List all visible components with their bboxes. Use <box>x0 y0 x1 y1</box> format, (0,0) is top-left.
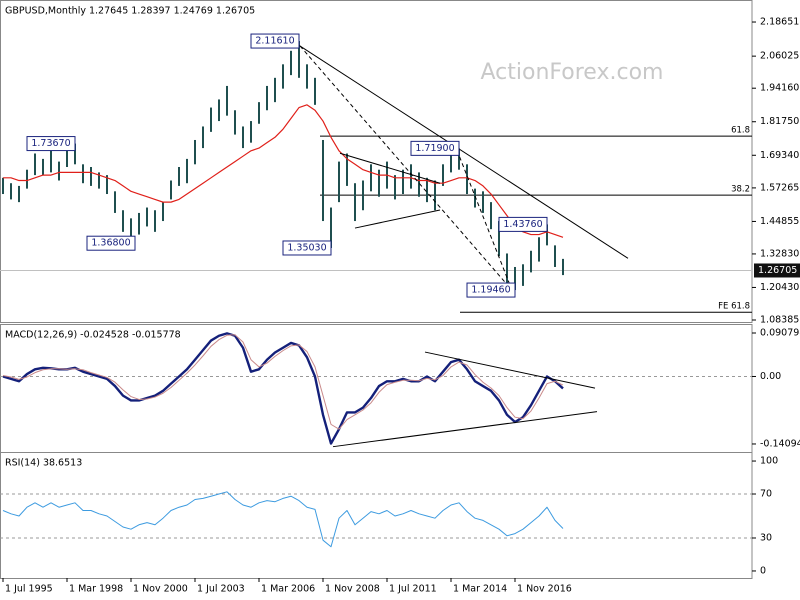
trend-line <box>424 351 596 389</box>
x-tick-label: 1 Jul 2011 <box>389 584 437 595</box>
annotation-label: 1.71900 <box>415 143 454 154</box>
y-tick-label: 2.18651 <box>760 17 799 28</box>
panel-frame <box>0 452 753 579</box>
watermark: ActionForex.com <box>481 60 664 85</box>
fib-level-label: 38.2 <box>731 185 750 195</box>
trend-line <box>354 209 441 229</box>
y-tick-label: 1.44855 <box>760 216 799 227</box>
panel-title: GBPUSD,Monthly 1.27645 1.28397 1.24769 1… <box>5 6 255 17</box>
annotation-box <box>86 235 136 251</box>
y-tick-label: 0.090798 <box>760 327 800 338</box>
y-tick-label: 1.20430 <box>760 282 799 293</box>
y-tick-label: 0.00 <box>760 371 781 382</box>
annotation-box <box>282 240 332 256</box>
annotation-label: 1.73670 <box>31 138 70 149</box>
panel-frame <box>0 0 753 323</box>
panel-title: RSI(14) 38.6513 <box>5 458 82 469</box>
macd-line <box>2 332 564 445</box>
x-tick-label: 1 Nov 2000 <box>133 584 188 595</box>
annotation-label: 1.19460 <box>471 285 510 296</box>
annotation-label: 1.36800 <box>91 238 130 249</box>
y-tick-label: 100 <box>760 456 778 467</box>
x-tick-label: 1 Mar 2006 <box>261 584 315 595</box>
trend-line <box>299 45 513 291</box>
y-tick-label: 1.57265 <box>760 182 799 193</box>
x-tick-label: 1 Mar 2014 <box>453 584 507 595</box>
y-tick-label: -0.14094 <box>760 438 800 449</box>
trend-line <box>332 411 598 448</box>
fib-level-label: FE 61.8 <box>718 302 750 312</box>
trend-line <box>339 152 441 184</box>
y-tick-label: 1.08385 <box>760 314 799 325</box>
annotation-box <box>250 33 300 49</box>
annotation-label: 2.11610 <box>255 36 294 47</box>
y-tick-label: 1.94160 <box>760 83 799 94</box>
macd-line <box>2 334 564 430</box>
y-tick-label: 1.32830 <box>760 248 799 259</box>
y-tick-label: 1.69340 <box>760 150 799 161</box>
rsi-line <box>2 491 564 548</box>
annotation-box <box>498 216 548 232</box>
y-tick-label: 70 <box>760 489 772 500</box>
y-tick-label: 0 <box>760 565 766 576</box>
last-price-label: 1.26705 <box>758 265 797 276</box>
x-tick-label: 1 Jul 1995 <box>5 584 53 595</box>
y-tick-label: 2.06025 <box>760 51 799 62</box>
annotation-label: 1.35030 <box>287 242 326 253</box>
fib-level-label: 61.8 <box>731 126 750 136</box>
moving-average <box>3 104 564 238</box>
last-price-box <box>754 263 800 278</box>
annotation-label: 1.43760 <box>503 219 542 230</box>
y-tick-label: 30 <box>760 532 772 543</box>
x-tick-label: 1 Nov 2008 <box>325 584 380 595</box>
annotation-box <box>26 136 76 152</box>
y-tick-label: 1.81750 <box>760 116 799 127</box>
x-tick-label: 1 Nov 2016 <box>517 584 572 595</box>
panel-title: MACD(12,26,9) -0.024528 -0.015778 <box>5 330 181 341</box>
x-tick-label: 1 Jul 2003 <box>197 584 245 595</box>
annotation-box <box>410 140 460 156</box>
x-tick-label: 1 Mar 1998 <box>69 584 123 595</box>
annotation-box <box>466 282 516 298</box>
trend-line <box>296 43 629 259</box>
